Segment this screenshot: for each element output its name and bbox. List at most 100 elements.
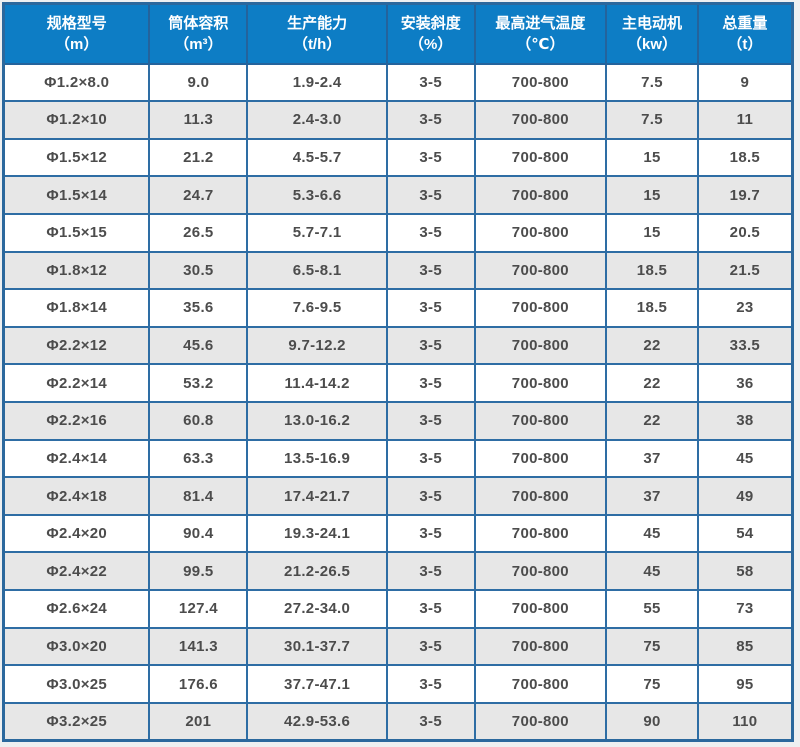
table-cell: Φ3.0×20 [2, 626, 151, 667]
table-cell: 45.6 [148, 325, 249, 366]
table-row: Φ2.4×22 99.5 21.2-26.5 3-5 700-800 45 58 [2, 551, 794, 592]
column-unit: （kw） [627, 35, 678, 53]
column-title: 规格型号 [46, 14, 107, 32]
table-cell: 17.4-21.7 [246, 476, 388, 516]
table-cell: 700-800 [473, 137, 608, 178]
table-cell: 18.5 [696, 137, 794, 178]
table-cell: 700-800 [473, 551, 608, 592]
table-cell: Φ1.2×8.0 [2, 62, 151, 103]
table-cell: 1.9-2.4 [246, 62, 388, 103]
table-cell: 37 [605, 438, 699, 479]
table-cell: 37.7-47.1 [246, 664, 388, 704]
table-cell: Φ2.4×20 [2, 513, 151, 554]
table-cell: 3-5 [385, 589, 476, 629]
table-cell: 2.4-3.0 [246, 100, 388, 140]
table-cell: 22 [605, 400, 699, 441]
column-title: 总重量 [722, 14, 768, 32]
table-cell: 23 [696, 288, 794, 328]
table-row: Φ2.4×20 90.4 19.3-24.1 3-5 700-800 45 54 [2, 513, 794, 554]
table-cell: 700-800 [473, 438, 608, 479]
column-title: 安装斜度 [400, 14, 461, 32]
table-cell: 700-800 [473, 589, 608, 629]
table-cell: 127.4 [148, 589, 249, 629]
table-cell: 90 [605, 701, 699, 742]
table-row: Φ3.0×25 176.6 37.7-47.1 3-5 700-800 75 95 [2, 664, 794, 704]
column-unit: （m³） [174, 35, 223, 53]
column-unit: （t/h） [292, 35, 342, 53]
table-cell: 13.0-16.2 [246, 400, 388, 441]
table-cell: Φ1.8×14 [2, 288, 151, 328]
table-cell: 75 [605, 626, 699, 667]
table-cell: 3-5 [385, 137, 476, 178]
table-cell: Φ1.2×10 [2, 100, 151, 140]
table-cell: 3-5 [385, 175, 476, 215]
table-cell: 110 [696, 701, 794, 742]
column-header: 生产能力 （t/h） [246, 2, 388, 65]
table-cell: 37 [605, 476, 699, 516]
column-title: 主电动机 [622, 14, 683, 32]
table-cell: 13.5-16.9 [246, 438, 388, 479]
table-cell: 3-5 [385, 701, 476, 742]
table-cell: 700-800 [473, 626, 608, 667]
table-cell: 27.2-34.0 [246, 589, 388, 629]
table-cell: 3-5 [385, 100, 476, 140]
table-cell: Φ2.4×18 [2, 476, 151, 516]
table-row: Φ2.6×24 127.4 27.2-34.0 3-5 700-800 55 73 [2, 589, 794, 629]
table-cell: 700-800 [473, 513, 608, 554]
column-header: 筒体容积 （m³） [148, 2, 249, 65]
header-row: 规格型号 （m） 筒体容积 （m³） 生产能力 （t/h） 安装斜度 （%） 最高进气温度 （℃）… [2, 2, 794, 65]
table-cell: 5.7-7.1 [246, 212, 388, 253]
table-cell: 24.7 [148, 175, 249, 215]
table-cell: Φ1.5×14 [2, 175, 151, 215]
table-cell: Φ2.6×24 [2, 589, 151, 629]
table-cell: 30.5 [148, 250, 249, 291]
table-cell: 700-800 [473, 701, 608, 742]
table-row: Φ2.2×14 53.2 11.4-14.2 3-5 700-800 22 36 [2, 363, 794, 403]
table-cell: 18.5 [605, 250, 699, 291]
table-cell: 22 [605, 325, 699, 366]
column-header: 规格型号 （m） [2, 2, 151, 65]
table-cell: 6.5-8.1 [246, 250, 388, 291]
table-cell: 58 [696, 551, 794, 592]
table-row: Φ3.2×25 201 42.9-53.6 3-5 700-800 90 110 [2, 701, 794, 742]
table-cell: 700-800 [473, 400, 608, 441]
table-cell: 49 [696, 476, 794, 516]
table-cell: 63.3 [148, 438, 249, 479]
table-cell: 3-5 [385, 325, 476, 366]
table-cell: 7.5 [605, 62, 699, 103]
table-header: 规格型号 （m） 筒体容积 （m³） 生产能力 （t/h） 安装斜度 （%） 最高进气温度 （℃）… [2, 2, 794, 65]
table-cell: 11.3 [148, 100, 249, 140]
table-cell: Φ2.4×22 [2, 551, 151, 592]
column-unit: （℃） [516, 35, 565, 53]
table-row: Φ1.5×12 21.2 4.5-5.7 3-5 700-800 15 18.5 [2, 137, 794, 178]
table-cell: 15 [605, 212, 699, 253]
table-cell: Φ2.2×12 [2, 325, 151, 366]
table-cell: 55 [605, 589, 699, 629]
table-cell: 21.5 [696, 250, 794, 291]
table-row: Φ1.2×8.0 9.0 1.9-2.4 3-5 700-800 7.5 9 [2, 62, 794, 103]
table-cell: 18.5 [605, 288, 699, 328]
table-cell: 85 [696, 626, 794, 667]
column-header: 主电动机 （kw） [605, 2, 699, 65]
table-cell: 700-800 [473, 100, 608, 140]
table-cell: 75 [605, 664, 699, 704]
table-cell: 20.5 [696, 212, 794, 253]
table-row: Φ2.2×16 60.8 13.0-16.2 3-5 700-800 22 38 [2, 400, 794, 441]
table-cell: 60.8 [148, 400, 249, 441]
table-body: Φ1.2×8.0 9.0 1.9-2.4 3-5 700-800 7.5 9 Φ1.2×10 1… [2, 62, 794, 742]
table-cell: 7.5 [605, 100, 699, 140]
table-cell: 3-5 [385, 513, 476, 554]
table-cell: 700-800 [473, 363, 608, 403]
table-cell: 700-800 [473, 175, 608, 215]
table-cell: 4.5-5.7 [246, 137, 388, 178]
table-cell: Φ1.8×12 [2, 250, 151, 291]
table-cell: 15 [605, 175, 699, 215]
table-cell: 81.4 [148, 476, 249, 516]
table-row: Φ1.5×15 26.5 5.7-7.1 3-5 700-800 15 20.5 [2, 212, 794, 253]
table-cell: 700-800 [473, 288, 608, 328]
column-unit: （t） [727, 35, 763, 53]
table-cell: 3-5 [385, 212, 476, 253]
table-cell: 45 [696, 438, 794, 479]
table-cell: 15 [605, 137, 699, 178]
column-header: 安装斜度 （%） [385, 2, 476, 65]
